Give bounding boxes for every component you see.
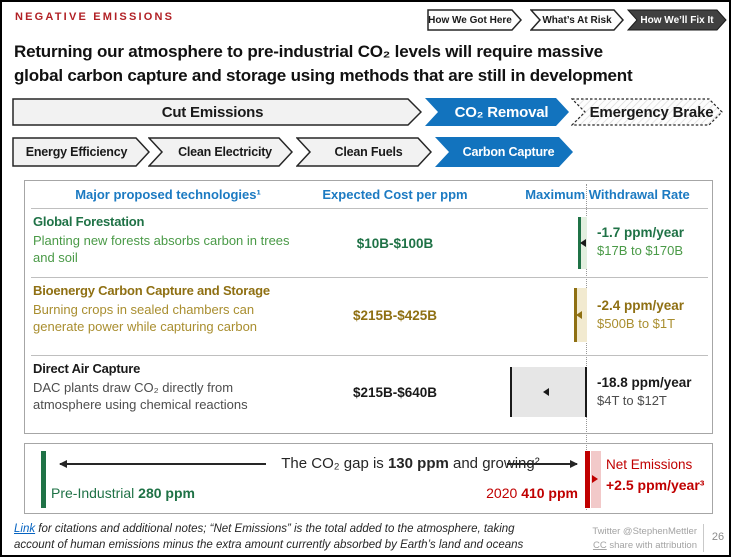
nav-item-whats-at-risk[interactable]: What’s At Risk [530, 9, 624, 31]
rate-text: -2.4 ppm/year $500B to $1T [597, 297, 715, 333]
nav-item-label: What’s At Risk [542, 14, 612, 26]
stage-label: Energy Efficiency [25, 145, 128, 159]
stage-label: CO₂ Removal [454, 103, 549, 121]
rate-value: -2.4 ppm/year [597, 298, 685, 313]
gap-headline-value: 130 ppm [387, 455, 449, 472]
gap-arrow-left-icon [59, 459, 266, 468]
stage-label: Clean Electricity [178, 145, 272, 159]
stage-emergency-brake: Emergency Brake [571, 98, 723, 126]
credit-license: CC share with attribution [547, 539, 697, 553]
gap-headline-pre: The CO₂ gap is [281, 455, 388, 472]
gap-headline-post: and growing² [448, 455, 540, 472]
rate-marker-icon [580, 239, 586, 247]
footnote: Link for citations and additional notes;… [14, 521, 556, 553]
pre-industrial-text: Pre-Industrial [51, 485, 139, 501]
chevron-shape-icon [12, 98, 422, 126]
pre-industrial-bar [41, 451, 46, 508]
rate-cost-range: $4T to $12T [597, 393, 667, 408]
nav-item-label: How We’ll Fix It [640, 14, 714, 26]
net-emissions-marker-icon [592, 475, 598, 483]
divider [31, 208, 708, 209]
stage-clean-electricity: Clean Electricity [148, 137, 293, 167]
rate-text: -18.8 ppm/year $4T to $12T [597, 374, 715, 410]
rate-cost-range: $17B to $170B [597, 243, 684, 258]
chevron-shape-icon [427, 9, 522, 31]
rate-marker-icon [543, 388, 549, 396]
chevron-shape-icon [148, 137, 293, 167]
technology-name: Global Forestation [33, 214, 145, 229]
cc-link[interactable]: CC [592, 540, 607, 551]
col-header-cost: Expected Cost per ppm [322, 187, 468, 202]
pre-industrial-label: Pre-Industrial 280 ppm [51, 485, 195, 501]
technology-description: Burning crops in sealed chambers can gen… [33, 302, 258, 334]
cost-value: $215B-$425B [352, 308, 438, 323]
chevron-shape-icon [627, 9, 727, 31]
nav-item-how-well-fix-it[interactable]: How We’ll Fix It [627, 9, 727, 31]
stage-co2-removal: CO₂ Removal [425, 98, 569, 126]
chevron-shape-icon [425, 98, 569, 126]
stage-carbon-capture: Carbon Capture [435, 137, 573, 167]
year-2020-text: 2020 [486, 485, 522, 501]
slide-title-line1: Returning our atmosphere to pre-industri… [14, 42, 603, 61]
stage-clean-fuels: Clean Fuels [296, 137, 432, 167]
stage-label: Cut Emissions [161, 103, 264, 121]
technology-description: Planting new forests absorbs carbon in t… [33, 233, 290, 265]
stage-label: Clean Fuels [334, 145, 403, 159]
chevron-shape-icon [435, 137, 573, 167]
chevron-shape-icon [571, 98, 723, 126]
net-emissions-value: +2.5 ppm/year³ [606, 477, 705, 493]
stage-cut-emissions: Cut Emissions [12, 98, 422, 126]
net-emissions-label: Net Emissions [606, 457, 693, 472]
citations-link[interactable]: Link [14, 523, 36, 535]
slide-title-line2: global carbon capture and storage using … [14, 66, 633, 85]
eyebrow-label: NEGATIVE EMISSIONS [15, 11, 175, 23]
credit-twitter: Twitter @StephenMettler [592, 526, 697, 537]
baseline-dotted-line [586, 184, 587, 510]
chevron-shape-icon [296, 137, 432, 167]
credit-license-text: share with attribution [606, 540, 697, 551]
col-header-withdrawal-rate: Maximum Withdrawal Rate [525, 187, 690, 202]
chevron-shape-icon [530, 9, 624, 31]
divider [703, 524, 704, 552]
pre-industrial-value: 280 ppm [138, 485, 195, 501]
technology-description: DAC plants draw CO₂ directly from atmosp… [33, 380, 248, 412]
cost-value: $10B-$100B [356, 236, 434, 251]
rate-marker-icon [576, 311, 582, 319]
year-2020-value: 410 ppm [521, 485, 578, 501]
footnote-text: for citations and additional notes; “Net… [14, 523, 524, 551]
stage-energy-efficiency: Energy Efficiency [12, 137, 150, 167]
technology-name: Direct Air Capture [33, 361, 141, 376]
nav-item-label: How We Got Here [428, 14, 512, 26]
rate-value: -18.8 ppm/year [597, 375, 692, 390]
technologies-table: Major proposed technologies¹ Expected Co… [24, 180, 713, 434]
nav-item-how-we-got-here[interactable]: How We Got Here [427, 9, 522, 31]
rate-value: -1.7 ppm/year [597, 225, 685, 240]
col-header-technologies: Major proposed technologies¹ [75, 187, 261, 202]
rate-cost-range: $500B to $1T [597, 316, 676, 331]
net-emissions-bar [585, 451, 590, 508]
rate-text: -1.7 ppm/year $17B to $170B [597, 224, 715, 260]
stage-label: Emergency Brake [589, 103, 714, 121]
chevron-shape-icon [12, 137, 150, 167]
technology-name: Bioenergy Carbon Capture and Storage [33, 283, 270, 298]
year-2020-label: 2020 410 ppm [405, 485, 578, 501]
page-number: 26 [711, 531, 725, 543]
stage-label: Carbon Capture [462, 145, 555, 159]
gap-arrow-right-icon [507, 459, 578, 468]
slide-title: Returning our atmosphere to pre-industri… [14, 40, 633, 88]
cost-value: $215B-$640B [352, 385, 438, 400]
credit-block: Twitter @StephenMettler CC share with at… [547, 525, 697, 553]
co2-gap-panel: The CO₂ gap is 130 ppm and growing² Pre-… [24, 443, 713, 514]
divider [31, 355, 708, 356]
divider [31, 277, 708, 278]
gap-headline: The CO₂ gap is 130 ppm and growing² [268, 455, 553, 472]
